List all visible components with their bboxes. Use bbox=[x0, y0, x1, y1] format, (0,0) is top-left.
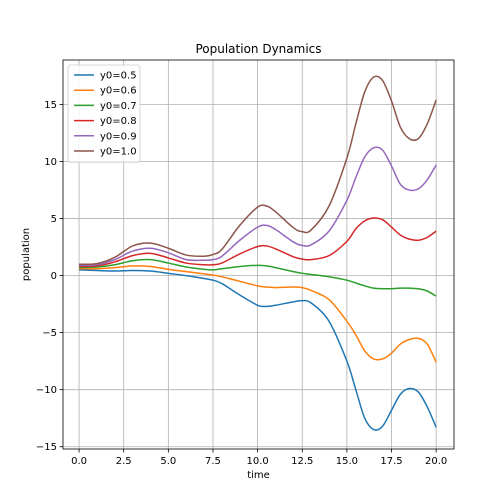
plot-frame bbox=[62, 59, 455, 450]
legend-label: y0=0.6 bbox=[100, 86, 137, 97]
x-tick-label: 0.0 bbox=[71, 456, 87, 467]
series-line-3 bbox=[79, 217, 437, 268]
x-tick-label: 10.0 bbox=[246, 456, 268, 467]
x-tick-label: 5.0 bbox=[160, 456, 176, 467]
y-axis-ticks: −15 −10 −5 0 5 10 15 bbox=[36, 100, 63, 453]
series-line-1 bbox=[79, 265, 437, 363]
series-line-4 bbox=[79, 146, 437, 267]
y-tick-label: −5 bbox=[42, 328, 57, 339]
legend-label: y0=0.5 bbox=[100, 71, 137, 82]
y-tick-label: −15 bbox=[36, 442, 57, 453]
series-lines bbox=[79, 75, 437, 431]
legend-label: y0=0.8 bbox=[100, 116, 137, 127]
x-tick-label: 17.5 bbox=[380, 456, 402, 467]
y-axis-label: population bbox=[21, 228, 32, 281]
series-line-0 bbox=[79, 269, 437, 431]
x-axis-label: time bbox=[247, 470, 270, 481]
legend-label: y0=1.0 bbox=[100, 147, 137, 158]
y-tick-label: 0 bbox=[51, 271, 57, 282]
legend: y0=0.5 y0=0.6 y0=0.7 y0=0.8 y0=0.9 y0=1.0 bbox=[67, 64, 141, 163]
series-line-2 bbox=[79, 258, 437, 297]
legend-box bbox=[67, 64, 141, 163]
y-tick-label: −10 bbox=[36, 385, 57, 396]
x-tick-label: 15.0 bbox=[336, 456, 358, 467]
legend-label: y0=0.7 bbox=[100, 101, 137, 112]
x-tick-label: 2.5 bbox=[116, 456, 132, 467]
y-tick-label: 10 bbox=[44, 157, 57, 168]
x-tick-label: 12.5 bbox=[291, 456, 313, 467]
y-tick-label: 15 bbox=[44, 100, 57, 111]
series-line-5 bbox=[79, 75, 437, 266]
grid bbox=[63, 60, 454, 449]
x-tick-label: 7.5 bbox=[205, 456, 221, 467]
x-tick-label: 20.0 bbox=[425, 456, 447, 467]
chart-title: Population Dynamics bbox=[195, 42, 321, 56]
x-axis-ticks: 0.0 2.5 5.0 7.5 10.0 12.5 15.0 17.5 20.0 bbox=[71, 449, 447, 467]
legend-label: y0=0.9 bbox=[100, 131, 137, 142]
y-tick-label: 5 bbox=[51, 214, 57, 225]
